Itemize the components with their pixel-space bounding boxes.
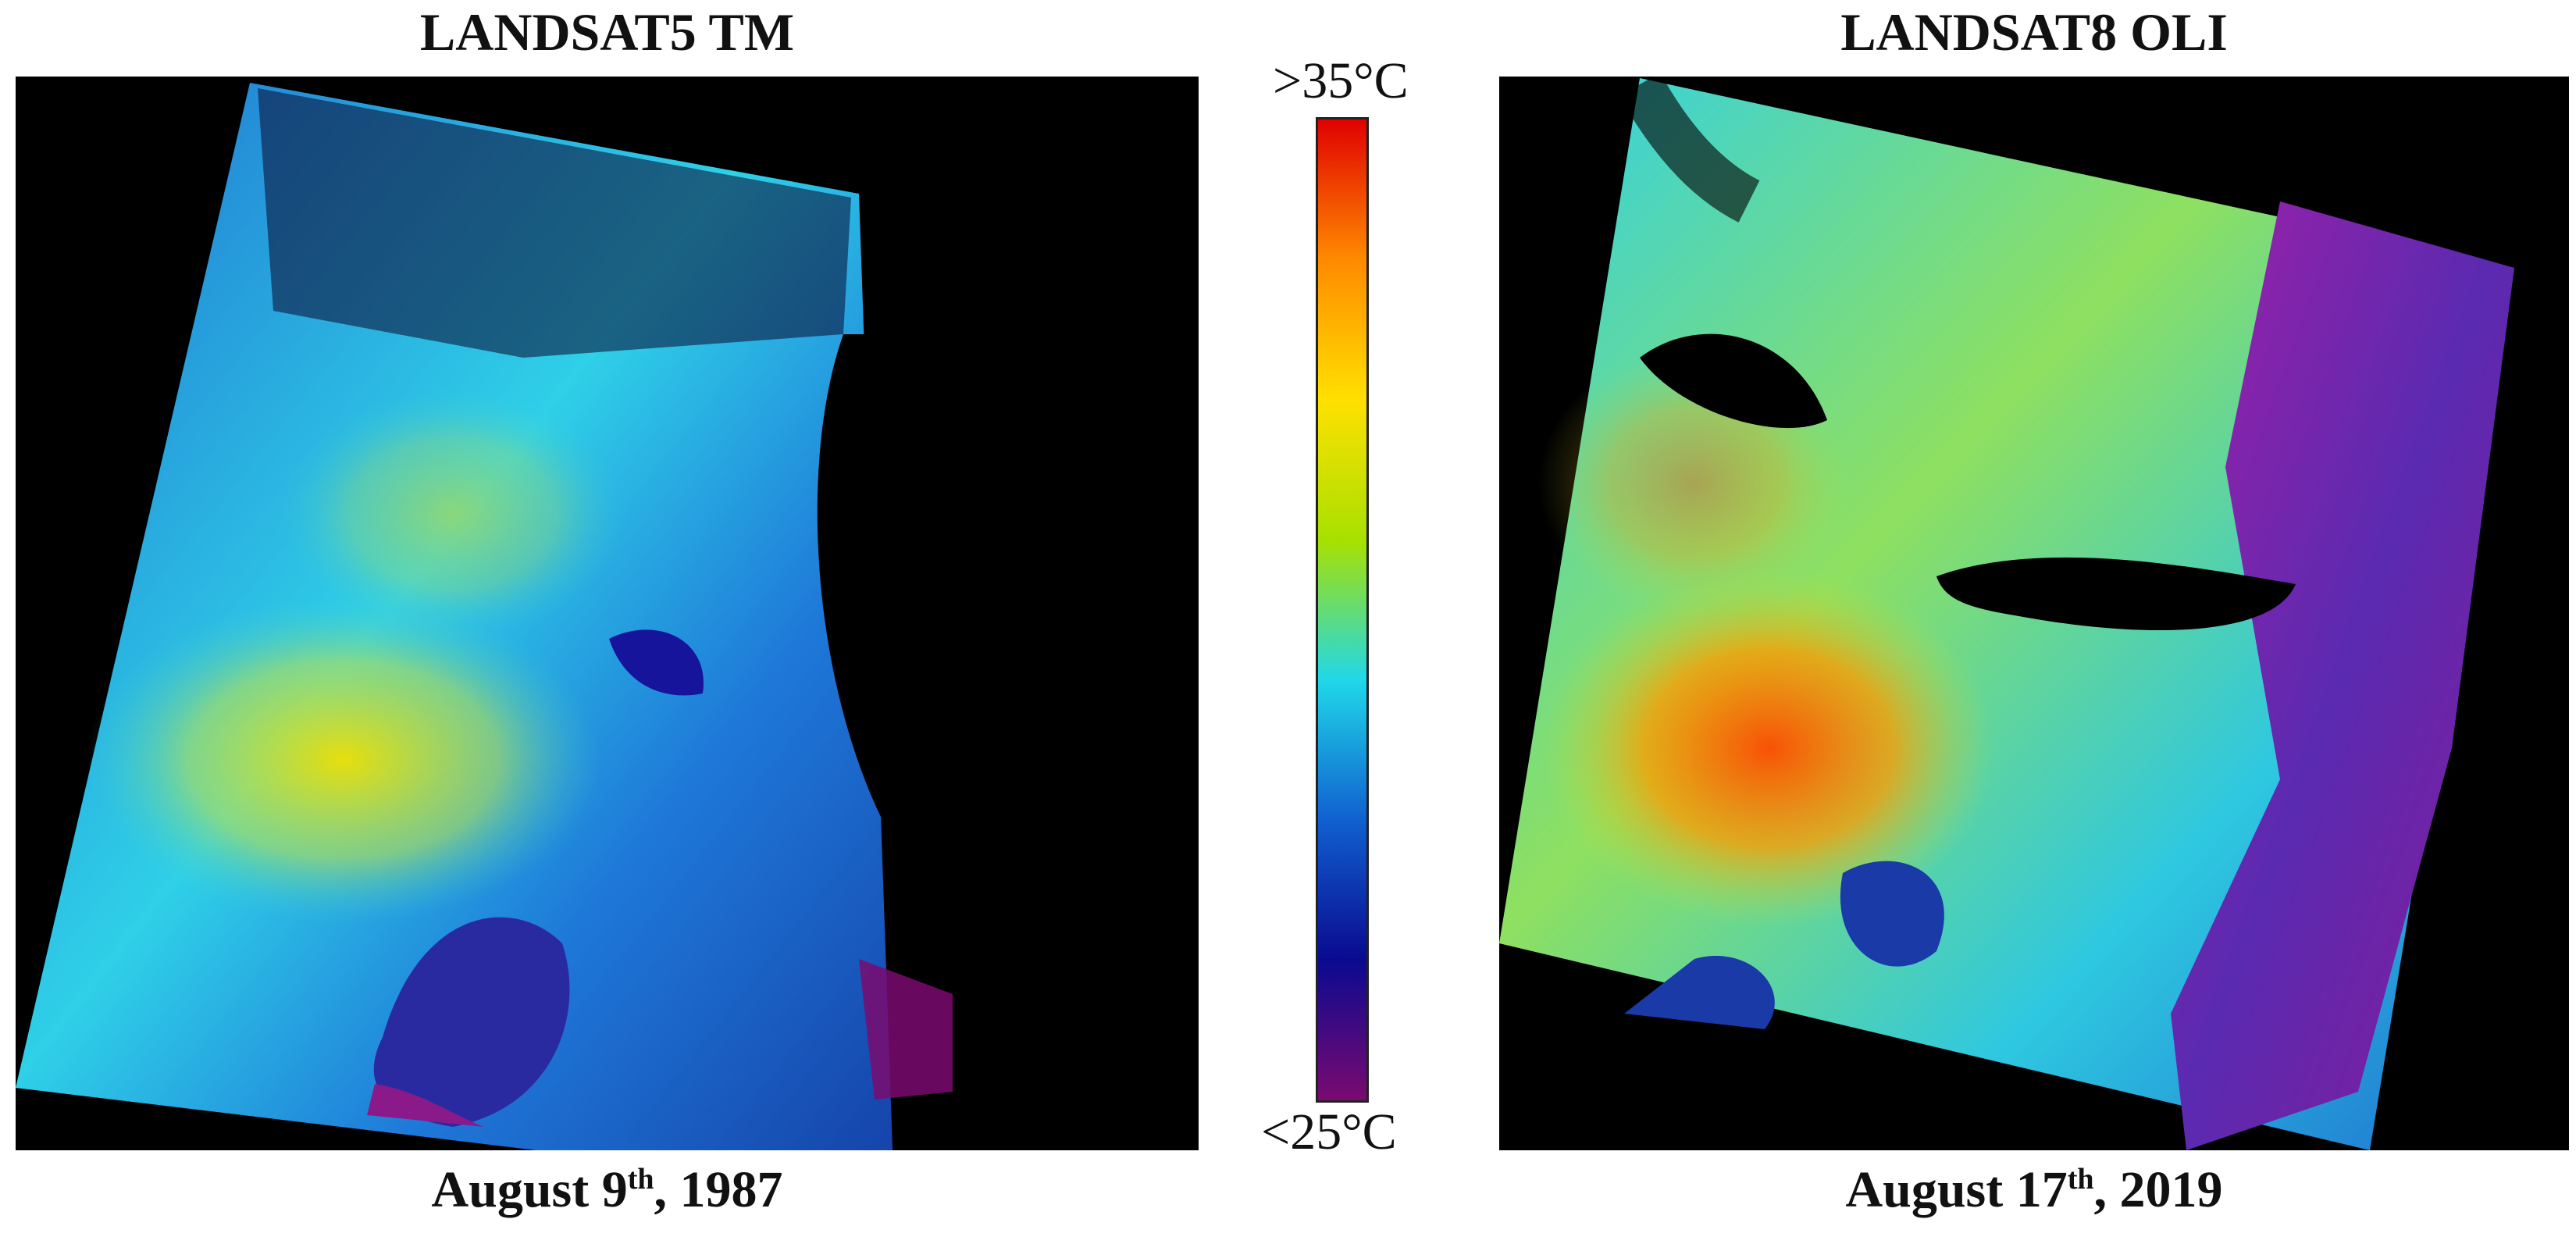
landsat5-scene-rendering [16, 83, 1199, 1150]
left-panel-title: LANDSAT5 TM [419, 2, 795, 62]
colorbar-min-label: <25°C [1261, 1103, 1397, 1160]
landsat8-scene-rendering [1499, 77, 2514, 1150]
colorbar-max-label: >35°C [1273, 52, 1409, 109]
landsat5-thermal-image [16, 77, 1199, 1150]
right-panel-date: August 17th, 2019 [1845, 1161, 2223, 1218]
temperature-colorbar [1316, 117, 1369, 1103]
right-panel-title: LANDSAT8 OLI [1840, 2, 2228, 62]
left-panel-date: August 9th, 1987 [431, 1161, 783, 1218]
landsat8-thermal-image [1499, 77, 2569, 1150]
